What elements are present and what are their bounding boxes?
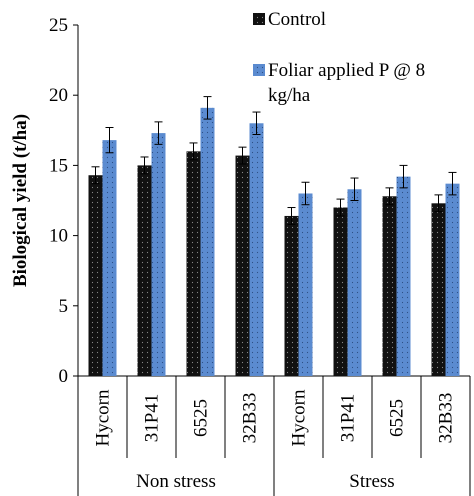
group-label: Stress (349, 471, 394, 492)
bar (186, 151, 201, 376)
y-tick-label: 25 (49, 15, 68, 36)
bar (137, 165, 152, 376)
legend-label-line: Foliar applied P @ 8 (268, 60, 425, 81)
bar (445, 183, 460, 376)
bar (284, 215, 299, 376)
bar (235, 155, 250, 376)
bar (347, 189, 362, 376)
category-label: 32B33 (240, 393, 261, 444)
bar (431, 203, 446, 376)
y-tick-label: 10 (49, 226, 68, 247)
y-tick-label: 15 (49, 155, 68, 176)
y-tick-label: 0 (59, 366, 69, 387)
bar (102, 140, 117, 376)
legend-label-line: kg/ha (268, 85, 311, 106)
bar (382, 196, 397, 376)
bar (200, 107, 215, 376)
category-label: 31P41 (338, 394, 359, 443)
bar (396, 176, 411, 376)
bar (249, 123, 264, 376)
legend-label: Control (268, 9, 326, 30)
y-axis-label: Biological yield (t/ha) (10, 114, 31, 287)
category-labels: Hycorn 31P41 6525 32B33 Hycorn 31P41 6525 32B33… (93, 389, 457, 492)
bar (333, 207, 348, 376)
bar (88, 175, 103, 376)
group-label: Non stress (136, 471, 216, 492)
legend-label: Foliar applied P @ 8 kg/ha (268, 60, 425, 106)
bars (88, 96, 460, 376)
category-label: 32B33 (436, 393, 457, 444)
category-label: 6525 (191, 399, 212, 437)
category-label: Hycorn (93, 389, 114, 446)
y-tick-label: 20 (49, 85, 68, 106)
legend: Control Foliar applied P @ 8 kg/ha (253, 9, 425, 106)
category-label: Hycorn (289, 389, 310, 446)
bar (298, 193, 313, 376)
bar (151, 133, 166, 376)
category-label: 31P41 (142, 394, 163, 443)
y-tick-label: 5 (59, 296, 69, 317)
legend-label-line: Control (268, 9, 326, 30)
legend-swatch (253, 64, 265, 76)
category-label: 6525 (387, 399, 408, 437)
legend-swatch (253, 13, 265, 25)
